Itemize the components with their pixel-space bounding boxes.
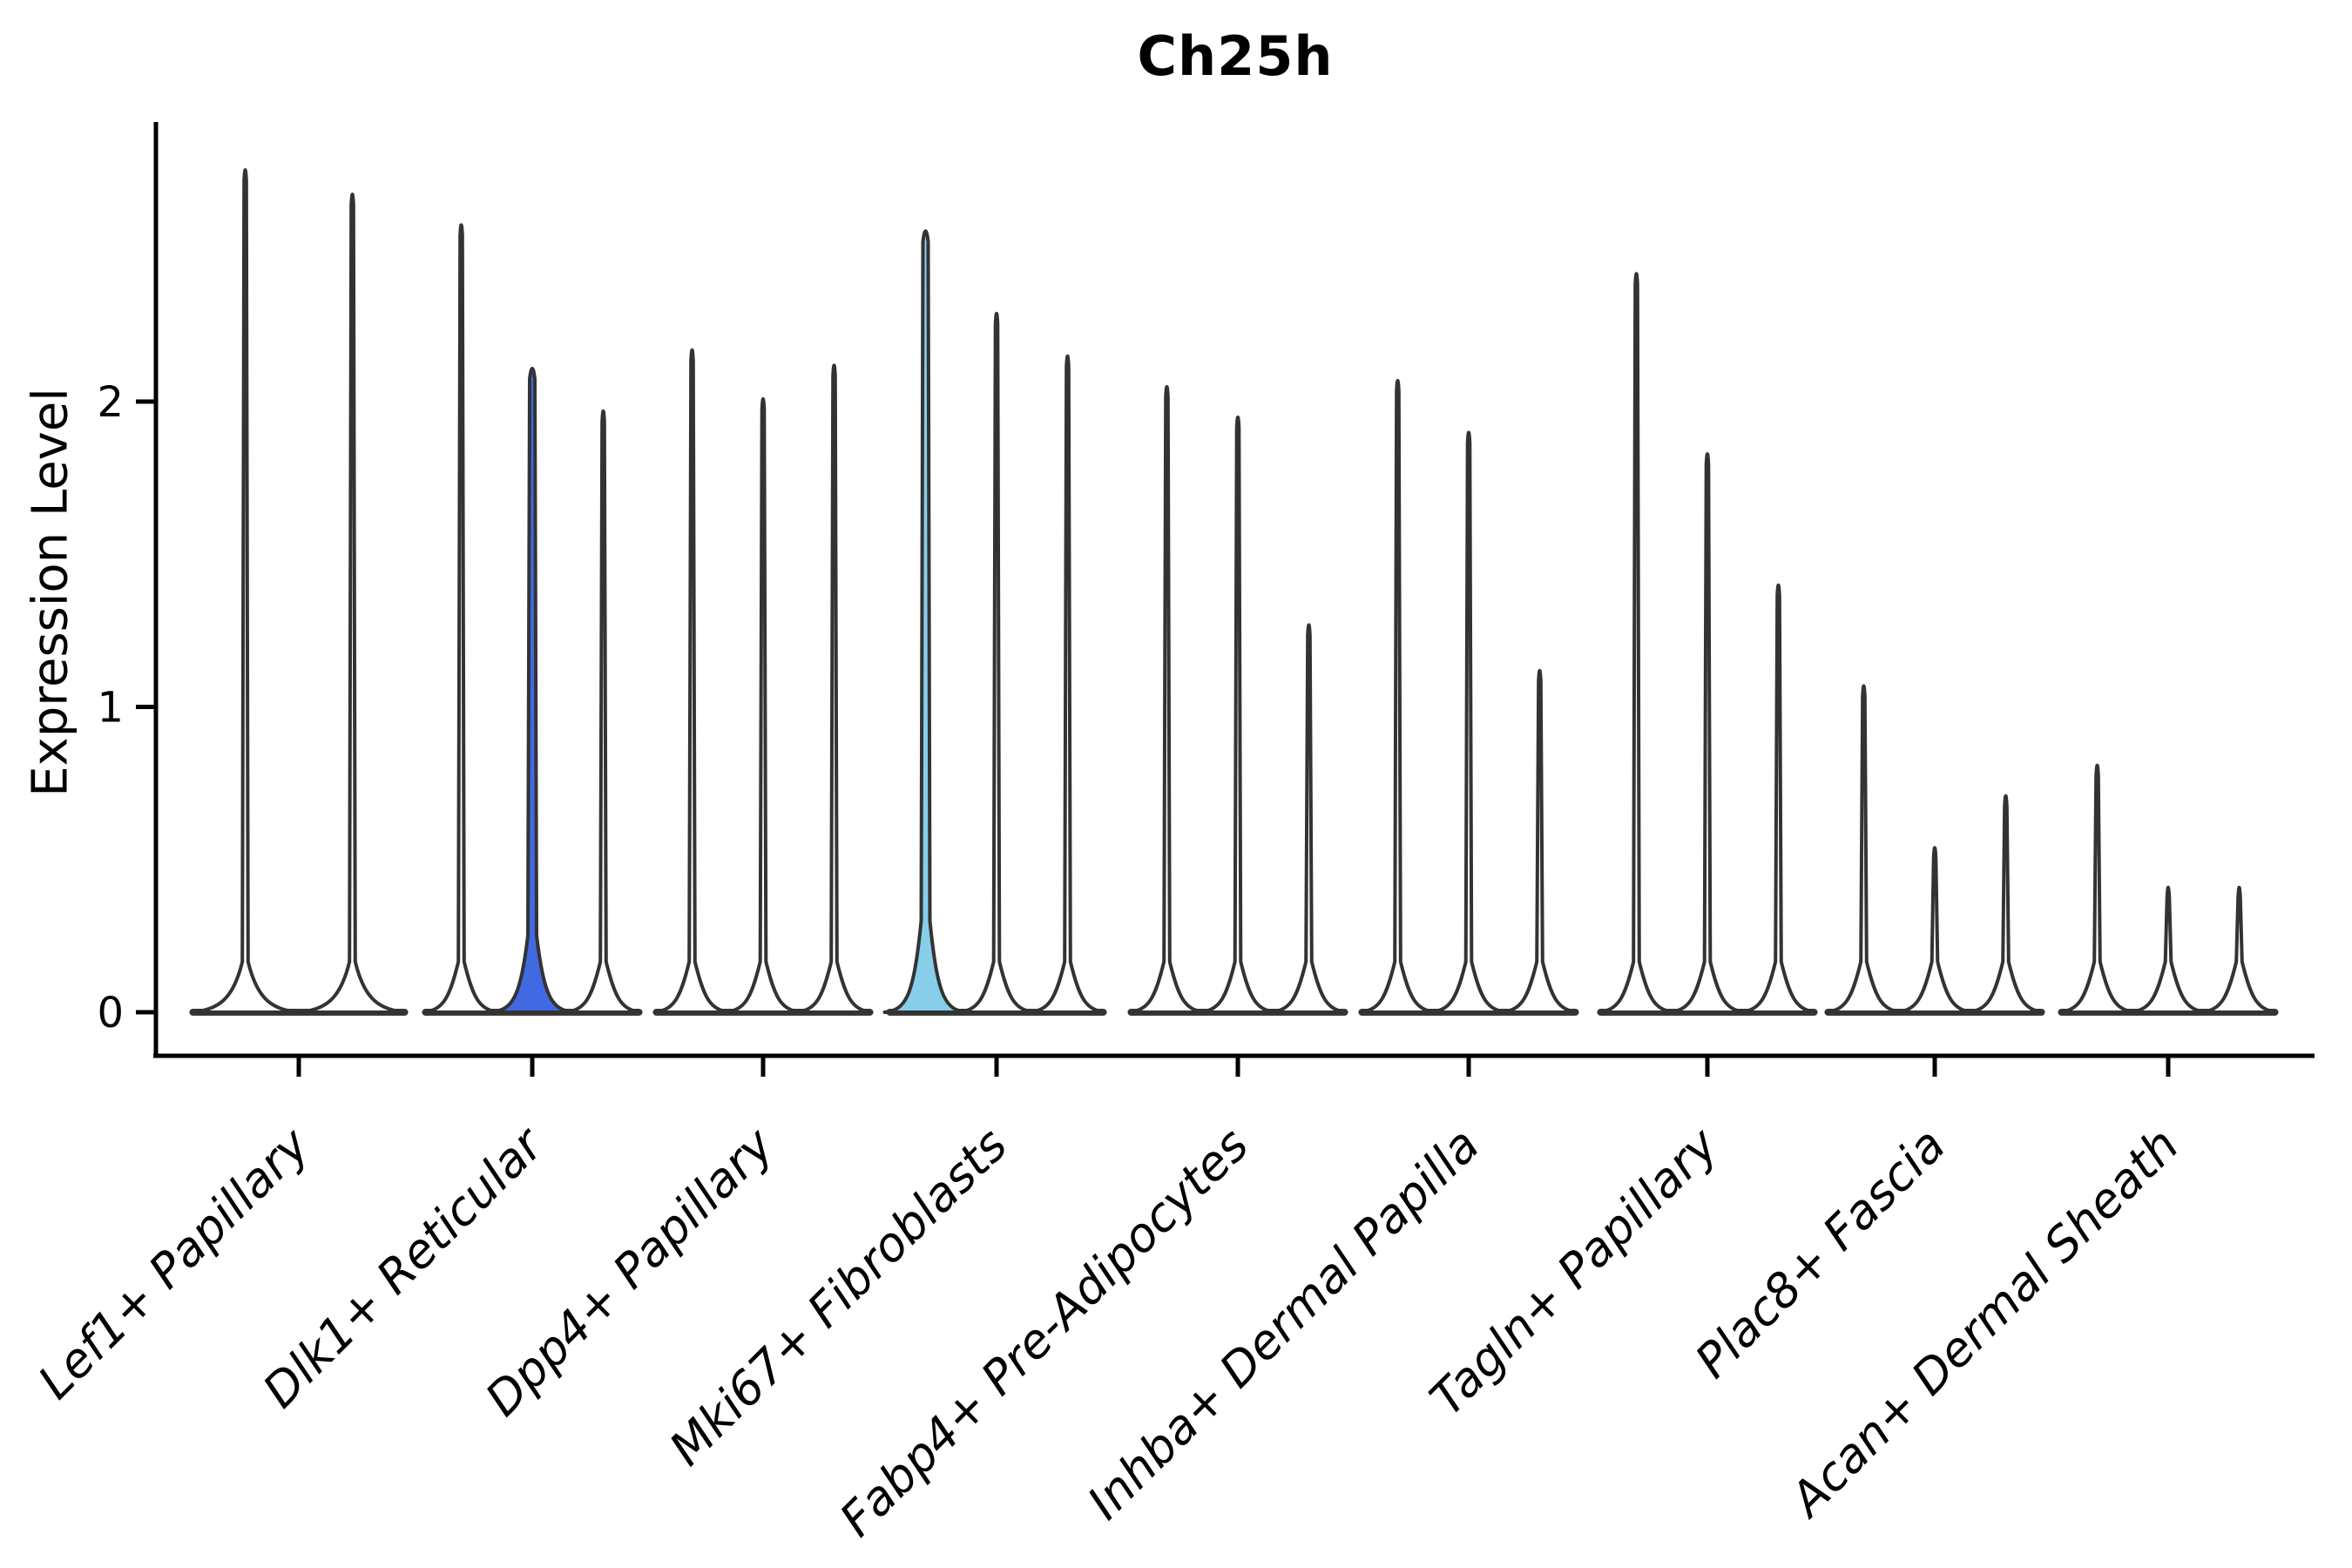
y-tick-label: 2 (97, 378, 124, 427)
violin (1597, 272, 1676, 1014)
violin (1668, 452, 1747, 1014)
y-tick-label: 1 (97, 684, 124, 733)
violin (564, 409, 643, 1014)
plot-title: Ch25h (1137, 24, 1334, 88)
x-tick-label: Inhba+ Dermal Papilla (1077, 1118, 1490, 1531)
violin (1824, 684, 1903, 1014)
violin (957, 311, 1036, 1014)
violin-highlighted (490, 366, 575, 1014)
violin (1199, 416, 1277, 1014)
violin (1739, 583, 1818, 1014)
violin (1269, 623, 1348, 1014)
violin (2129, 885, 2207, 1014)
violin (1500, 668, 1579, 1014)
violin (1429, 430, 1508, 1014)
violin (422, 223, 501, 1014)
x-tick-label: Fabp4+ Pre-Adipocytes (829, 1118, 1259, 1547)
violin (2200, 885, 2279, 1014)
violin (1896, 846, 1974, 1014)
violin (652, 348, 732, 1014)
violin (1358, 378, 1437, 1014)
y-tick-label: 0 (97, 989, 124, 1037)
violin (1966, 794, 2045, 1014)
violin (724, 396, 802, 1014)
violin-highlighted (882, 229, 969, 1014)
violin (2058, 763, 2137, 1014)
violin (296, 193, 409, 1014)
violin (1127, 384, 1206, 1014)
violin (189, 168, 301, 1014)
violin (1028, 354, 1107, 1014)
violin (794, 363, 874, 1014)
x-tick-label: Acan+ Dermal Sheath (1778, 1118, 2189, 1529)
